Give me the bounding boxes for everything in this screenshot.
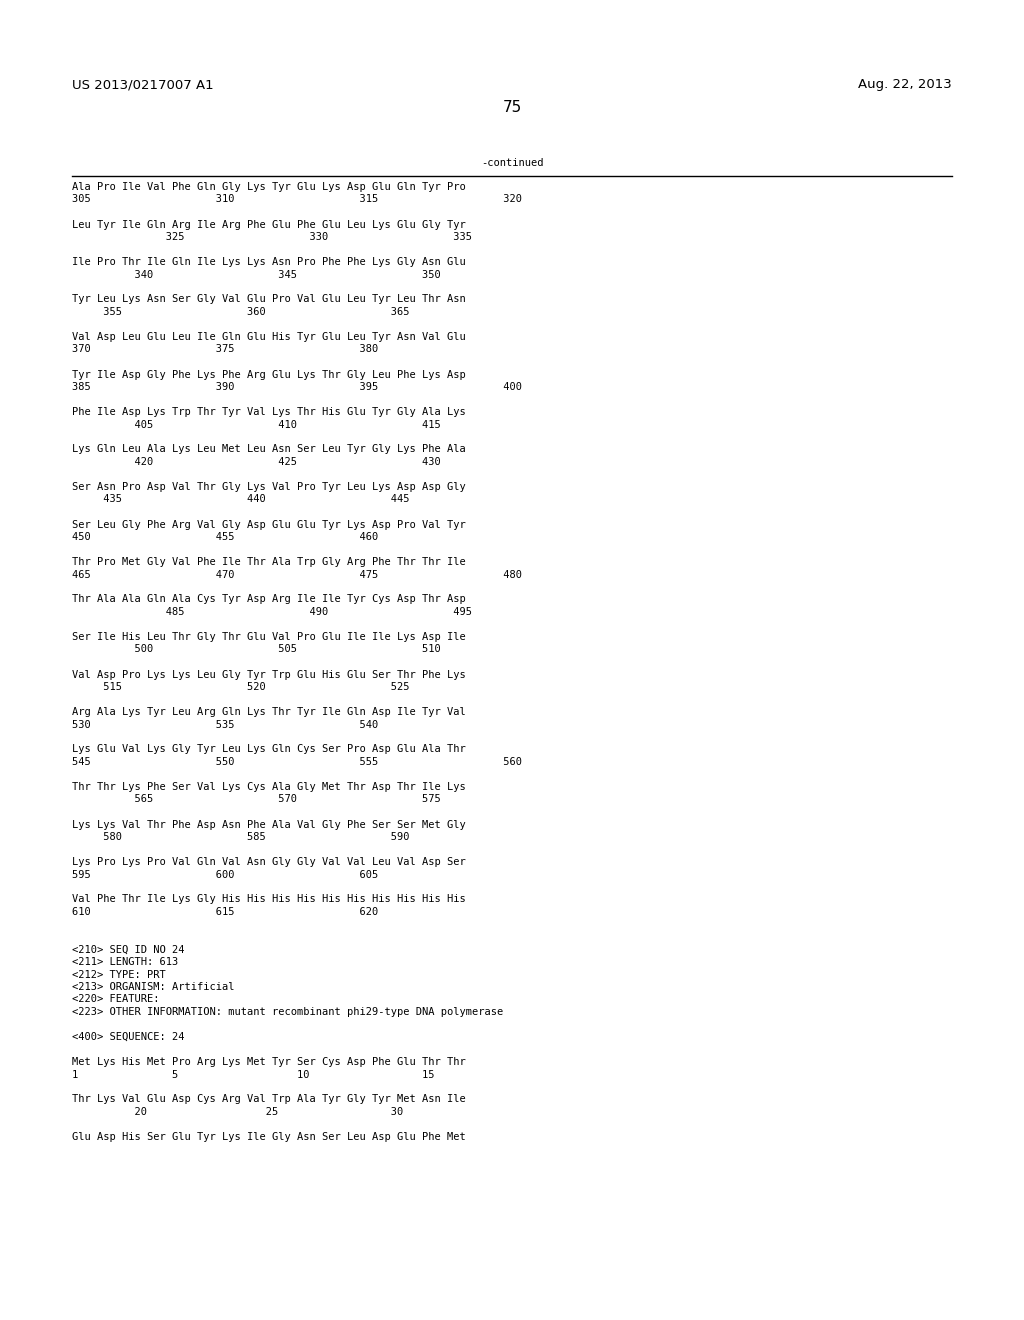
Text: 450                    455                    460: 450 455 460 xyxy=(72,532,378,543)
Text: Lys Gln Leu Ala Lys Leu Met Leu Asn Ser Leu Tyr Gly Lys Phe Ala: Lys Gln Leu Ala Lys Leu Met Leu Asn Ser … xyxy=(72,445,466,454)
Text: <213> ORGANISM: Artificial: <213> ORGANISM: Artificial xyxy=(72,982,234,993)
Text: Ser Ile His Leu Thr Gly Thr Glu Val Pro Glu Ile Ile Lys Asp Ile: Ser Ile His Leu Thr Gly Thr Glu Val Pro … xyxy=(72,632,466,642)
Text: 405                    410                    415: 405 410 415 xyxy=(72,420,440,429)
Text: 340                    345                    350: 340 345 350 xyxy=(72,269,440,280)
Text: 305                    310                    315                    320: 305 310 315 320 xyxy=(72,194,522,205)
Text: Lys Lys Val Thr Phe Asp Asn Phe Ala Val Gly Phe Ser Ser Met Gly: Lys Lys Val Thr Phe Asp Asn Phe Ala Val … xyxy=(72,820,466,829)
Text: <223> OTHER INFORMATION: mutant recombinant phi29-type DNA polymerase: <223> OTHER INFORMATION: mutant recombin… xyxy=(72,1007,503,1016)
Text: 370                    375                    380: 370 375 380 xyxy=(72,345,378,355)
Text: <212> TYPE: PRT: <212> TYPE: PRT xyxy=(72,969,166,979)
Text: Val Phe Thr Ile Lys Gly His His His His His His His His His His: Val Phe Thr Ile Lys Gly His His His His … xyxy=(72,895,466,904)
Text: <400> SEQUENCE: 24: <400> SEQUENCE: 24 xyxy=(72,1032,184,1041)
Text: Phe Ile Asp Lys Trp Thr Tyr Val Lys Thr His Glu Tyr Gly Ala Lys: Phe Ile Asp Lys Trp Thr Tyr Val Lys Thr … xyxy=(72,407,466,417)
Text: Ser Leu Gly Phe Arg Val Gly Asp Glu Glu Tyr Lys Asp Pro Val Tyr: Ser Leu Gly Phe Arg Val Gly Asp Glu Glu … xyxy=(72,520,466,529)
Text: Met Lys His Met Pro Arg Lys Met Tyr Ser Cys Asp Phe Glu Thr Thr: Met Lys His Met Pro Arg Lys Met Tyr Ser … xyxy=(72,1057,466,1067)
Text: 75: 75 xyxy=(503,100,521,115)
Text: Lys Pro Lys Pro Val Gln Val Asn Gly Gly Val Val Leu Val Asp Ser: Lys Pro Lys Pro Val Gln Val Asn Gly Gly … xyxy=(72,857,466,867)
Text: 435                    440                    445: 435 440 445 xyxy=(72,495,410,504)
Text: Thr Thr Lys Phe Ser Val Lys Cys Ala Gly Met Thr Asp Thr Ile Lys: Thr Thr Lys Phe Ser Val Lys Cys Ala Gly … xyxy=(72,781,466,792)
Text: 325                    330                    335: 325 330 335 xyxy=(72,232,472,242)
Text: Ile Pro Thr Ile Gln Ile Lys Lys Asn Pro Phe Phe Lys Gly Asn Glu: Ile Pro Thr Ile Gln Ile Lys Lys Asn Pro … xyxy=(72,257,466,267)
Text: Thr Ala Ala Gln Ala Cys Tyr Asp Arg Ile Ile Tyr Cys Asp Thr Asp: Thr Ala Ala Gln Ala Cys Tyr Asp Arg Ile … xyxy=(72,594,466,605)
Text: 420                    425                    430: 420 425 430 xyxy=(72,457,440,467)
Text: Leu Tyr Ile Gln Arg Ile Arg Phe Glu Phe Glu Leu Lys Glu Gly Tyr: Leu Tyr Ile Gln Arg Ile Arg Phe Glu Phe … xyxy=(72,219,466,230)
Text: -continued: -continued xyxy=(480,158,544,168)
Text: 580                    585                    590: 580 585 590 xyxy=(72,832,410,842)
Text: Thr Pro Met Gly Val Phe Ile Thr Ala Trp Gly Arg Phe Thr Thr Ile: Thr Pro Met Gly Val Phe Ile Thr Ala Trp … xyxy=(72,557,466,568)
Text: US 2013/0217007 A1: US 2013/0217007 A1 xyxy=(72,78,214,91)
Text: 545                    550                    555                    560: 545 550 555 560 xyxy=(72,756,522,767)
Text: 530                    535                    540: 530 535 540 xyxy=(72,719,378,730)
Text: <220> FEATURE:: <220> FEATURE: xyxy=(72,994,160,1005)
Text: Thr Lys Val Glu Asp Cys Arg Val Trp Ala Tyr Gly Tyr Met Asn Ile: Thr Lys Val Glu Asp Cys Arg Val Trp Ala … xyxy=(72,1094,466,1105)
Text: Ser Asn Pro Asp Val Thr Gly Lys Val Pro Tyr Leu Lys Asp Asp Gly: Ser Asn Pro Asp Val Thr Gly Lys Val Pro … xyxy=(72,482,466,492)
Text: Val Asp Pro Lys Lys Leu Gly Tyr Trp Glu His Glu Ser Thr Phe Lys: Val Asp Pro Lys Lys Leu Gly Tyr Trp Glu … xyxy=(72,669,466,680)
Text: Glu Asp His Ser Glu Tyr Lys Ile Gly Asn Ser Leu Asp Glu Phe Met: Glu Asp His Ser Glu Tyr Lys Ile Gly Asn … xyxy=(72,1133,466,1142)
Text: 515                    520                    525: 515 520 525 xyxy=(72,682,410,692)
Text: Aug. 22, 2013: Aug. 22, 2013 xyxy=(858,78,952,91)
Text: 385                    390                    395                    400: 385 390 395 400 xyxy=(72,381,522,392)
Text: <210> SEQ ID NO 24: <210> SEQ ID NO 24 xyxy=(72,945,184,954)
Text: 595                    600                    605: 595 600 605 xyxy=(72,870,378,879)
Text: Tyr Ile Asp Gly Phe Lys Phe Arg Glu Lys Thr Gly Leu Phe Lys Asp: Tyr Ile Asp Gly Phe Lys Phe Arg Glu Lys … xyxy=(72,370,466,380)
Text: Lys Glu Val Lys Gly Tyr Leu Lys Gln Cys Ser Pro Asp Glu Ala Thr: Lys Glu Val Lys Gly Tyr Leu Lys Gln Cys … xyxy=(72,744,466,755)
Text: Ala Pro Ile Val Phe Gln Gly Lys Tyr Glu Lys Asp Glu Gln Tyr Pro: Ala Pro Ile Val Phe Gln Gly Lys Tyr Glu … xyxy=(72,182,466,191)
Text: 355                    360                    365: 355 360 365 xyxy=(72,308,410,317)
Text: Arg Ala Lys Tyr Leu Arg Gln Lys Thr Tyr Ile Gln Asp Ile Tyr Val: Arg Ala Lys Tyr Leu Arg Gln Lys Thr Tyr … xyxy=(72,708,466,717)
Text: 610                    615                    620: 610 615 620 xyxy=(72,907,378,917)
Text: <211> LENGTH: 613: <211> LENGTH: 613 xyxy=(72,957,178,968)
Text: Tyr Leu Lys Asn Ser Gly Val Glu Pro Val Glu Leu Tyr Leu Thr Asn: Tyr Leu Lys Asn Ser Gly Val Glu Pro Val … xyxy=(72,294,466,305)
Text: 485                    490                    495: 485 490 495 xyxy=(72,607,472,616)
Text: 500                    505                    510: 500 505 510 xyxy=(72,644,440,655)
Text: 465                    470                    475                    480: 465 470 475 480 xyxy=(72,569,522,579)
Text: 20                   25                  30: 20 25 30 xyxy=(72,1107,403,1117)
Text: 1               5                   10                  15: 1 5 10 15 xyxy=(72,1069,434,1080)
Text: Val Asp Leu Glu Leu Ile Gln Glu His Tyr Glu Leu Tyr Asn Val Glu: Val Asp Leu Glu Leu Ile Gln Glu His Tyr … xyxy=(72,333,466,342)
Text: 565                    570                    575: 565 570 575 xyxy=(72,795,440,804)
